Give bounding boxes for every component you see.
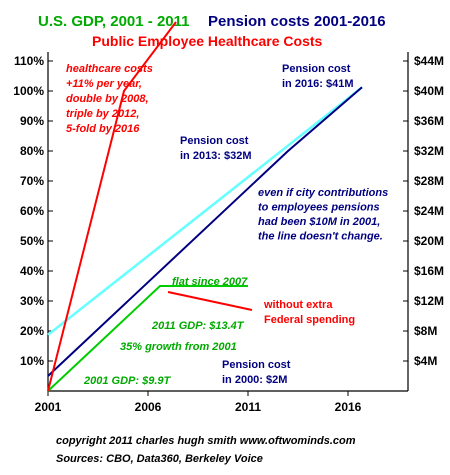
- left-tick-label: 60%: [20, 204, 44, 218]
- annotation-line: Pension cost: [282, 63, 351, 75]
- annotation-growth-note: 35% growth from 2001: [120, 341, 237, 353]
- left-tick-label: 10%: [20, 354, 44, 368]
- annotation-line: 2011 GDP: $13.4T: [151, 320, 245, 332]
- left-tick-label: 20%: [20, 324, 44, 338]
- right-tick-label: $12M: [414, 294, 444, 308]
- footer-copyright: copyright 2011 charles hugh smith www.of…: [56, 435, 356, 447]
- annotation-layer: healthcare costs +11% per year, double by …: [66, 63, 388, 387]
- right-tick-label: $44M: [414, 54, 444, 68]
- right-axis: $4M $8M $12M $16M $20M $24M $28M $32M $36M $40M $4…: [403, 54, 444, 368]
- x-tick-label: 2006: [135, 400, 162, 414]
- series-line-federal: [167, 291, 253, 311]
- left-tick-label: 110%: [14, 54, 44, 68]
- left-axis: 10% 20% 30% 40% 50% 60% 70% 80% 90% 100% 110%: [13, 54, 53, 368]
- annotation-line: in 2013: $32M: [180, 150, 252, 162]
- right-tick-label: $36M: [414, 114, 444, 128]
- title-gdp: U.S. GDP, 2001 - 2011: [38, 13, 190, 30]
- annotation-line: triple by 2012,: [66, 108, 139, 120]
- left-tick-label: 30%: [20, 294, 44, 308]
- annotation-healthcare-note: healthcare costs +11% per year, double by …: [66, 63, 153, 135]
- right-tick-label: $16M: [414, 264, 444, 278]
- left-tick-label: 100%: [13, 84, 44, 98]
- annotation-pension-2013: Pension cost in 2013: $32M: [180, 135, 252, 162]
- title-pension: Pension costs 2001-2016: [208, 13, 386, 30]
- annotation-line: +11% per year,: [66, 78, 142, 90]
- right-tick-label: $32M: [414, 144, 444, 158]
- annotation-line: in 2000: $2M: [222, 374, 287, 386]
- annotation-line: flat since 2007: [172, 276, 248, 288]
- annotation-pension-2000: Pension cost in 2000: $2M: [222, 359, 291, 386]
- annotation-line: 5-fold by 2016: [66, 123, 140, 135]
- x-tick-label: 2016: [335, 400, 362, 414]
- series-line-pension: [47, 86, 363, 377]
- left-tick-label: 70%: [20, 174, 44, 188]
- annotation-flat-note: flat since 2007: [172, 276, 248, 288]
- series-line-pension-alt: [47, 86, 363, 336]
- annotation-line: in 2016: $41M: [282, 78, 354, 90]
- right-tick-label: $8M: [414, 324, 437, 338]
- right-tick-label: $4M: [414, 354, 437, 368]
- annotation-contributions-note: even if city contributions to employees p…: [258, 187, 388, 243]
- annotation-line: double by 2008,: [66, 93, 149, 105]
- annotation-line: Pension cost: [222, 359, 291, 371]
- left-tick-label: 80%: [20, 144, 44, 158]
- right-tick-label: $40M: [414, 84, 444, 98]
- annotation-gdp-2001: 2001 GDP: $9.9T: [83, 375, 171, 387]
- annotation-line: the line doesn't change.: [258, 231, 383, 243]
- right-tick-label: $24M: [414, 204, 444, 218]
- x-tick-label: 2011: [235, 400, 261, 414]
- x-axis: 2001 2006 2011 2016: [35, 391, 362, 414]
- footer-sources: Sources: CBO, Data360, Berkeley Voice: [56, 453, 263, 465]
- annotation-line: without extra: [263, 299, 333, 311]
- x-tick-label: 2001: [35, 400, 62, 414]
- left-tick-label: 40%: [20, 264, 44, 278]
- annotation-line: had been $10M in 2001,: [258, 216, 380, 228]
- annotation-gdp-2011: 2011 GDP: $13.4T: [151, 320, 245, 332]
- series-line-gdp: [47, 285, 248, 392]
- annotation-line: even if city contributions: [258, 187, 388, 199]
- right-tick-label: $28M: [414, 174, 444, 188]
- annotation-line: to employees pensions: [258, 202, 380, 214]
- title-healthcare: Public Employee Healthcare Costs: [92, 33, 323, 49]
- annotation-line: Federal spending: [264, 314, 355, 326]
- annotation-line: healthcare costs: [66, 63, 153, 75]
- right-tick-label: $20M: [414, 234, 444, 248]
- series-line-healthcare: [47, 21, 177, 392]
- annotation-pension-2016: Pension cost in 2016: $41M: [282, 63, 354, 90]
- annotation-federal-note: without extra Federal spending: [263, 299, 355, 326]
- annotation-line: 2001 GDP: $9.9T: [83, 375, 171, 387]
- annotation-line: Pension cost: [180, 135, 249, 147]
- left-tick-label: 90%: [20, 114, 44, 128]
- left-tick-label: 50%: [20, 234, 44, 248]
- annotation-line: 35% growth from 2001: [120, 341, 237, 353]
- series-layer: [47, 21, 363, 392]
